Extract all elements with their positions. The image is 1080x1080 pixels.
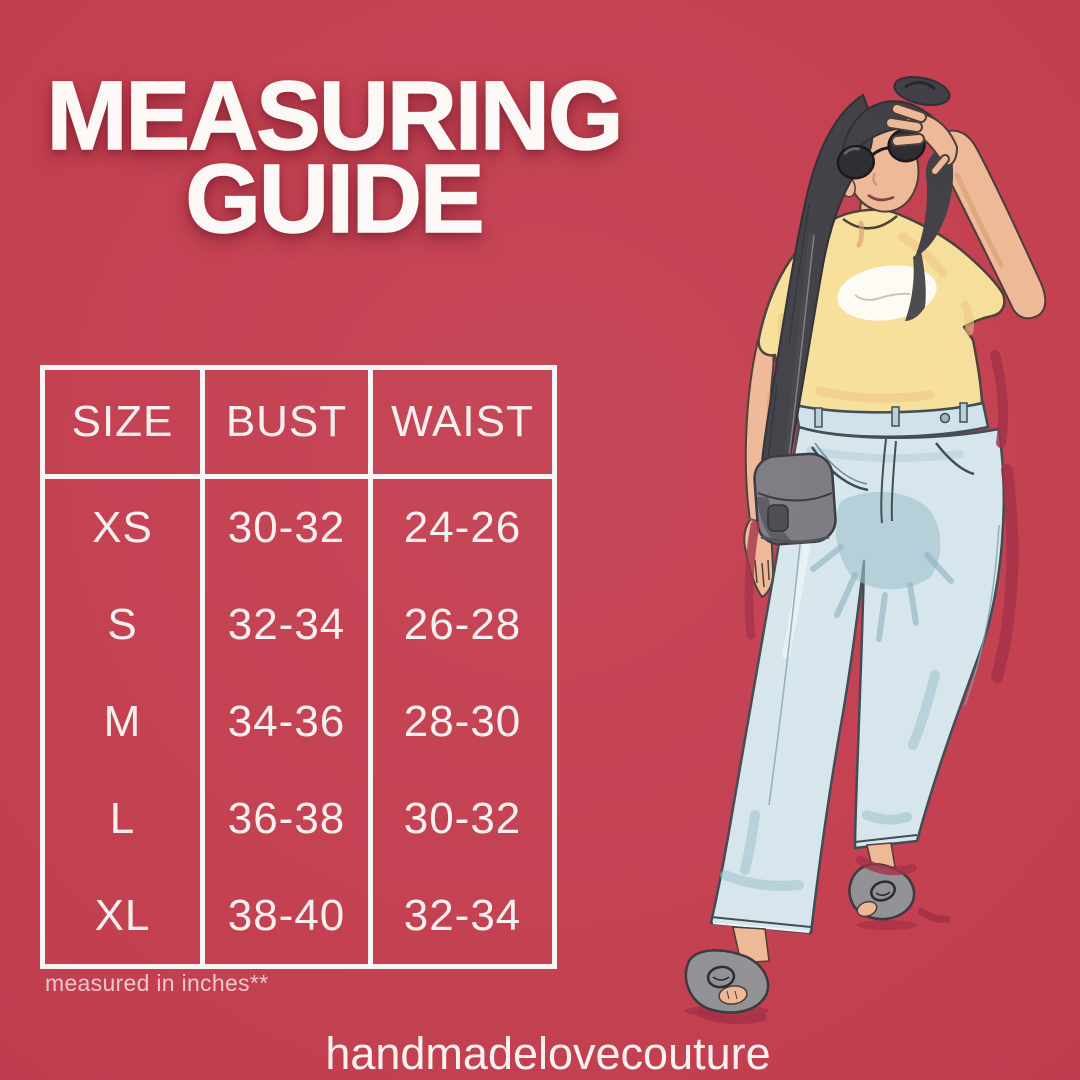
cell-bust: 30-32 xyxy=(200,476,373,576)
col-header-bust: BUST xyxy=(200,367,373,479)
bag-strap xyxy=(784,232,813,458)
smile xyxy=(867,193,895,202)
cell-size: XL xyxy=(40,867,205,967)
table-row-xs: XS 30-32 24-26 xyxy=(40,476,557,576)
table-row-s: S 32-34 26-28 xyxy=(40,576,557,673)
jeans-button xyxy=(939,412,951,424)
cell-bust: 32-34 xyxy=(200,576,373,673)
raised-arm xyxy=(943,129,1047,320)
col-header-waist: WAIST xyxy=(368,367,557,479)
handbag xyxy=(753,232,837,546)
cell-waist: 32-34 xyxy=(368,867,557,967)
cell-waist: 24-26 xyxy=(368,476,557,576)
measurement-footnote: measured in inches** xyxy=(45,970,269,996)
collar xyxy=(842,215,898,230)
nose xyxy=(872,172,878,186)
cell-size: M xyxy=(40,673,205,770)
sketch-shadows xyxy=(697,350,1019,1025)
cell-size: L xyxy=(40,770,205,867)
title-line-1: MEASURING xyxy=(46,61,624,170)
table-row-m: M 34-36 28-30 xyxy=(40,673,557,770)
cell-waist: 30-32 xyxy=(368,770,557,867)
title-line-2: GUIDE xyxy=(185,144,486,254)
bag-clasp xyxy=(767,504,789,532)
brand-text: handmadelovecouture xyxy=(325,1028,771,1079)
table-row-xl: XL 38-40 32-34 xyxy=(40,867,557,967)
jeans xyxy=(709,401,1006,935)
table-row-l: L 36-38 30-32 xyxy=(40,770,557,867)
size-table: SIZE BUST WAIST XS 30-32 24-26 S 32-34 2… xyxy=(40,365,557,969)
cell-bust: 36-38 xyxy=(200,770,373,867)
cell-waist: 26-28 xyxy=(368,576,557,673)
cell-waist: 28-30 xyxy=(368,673,557,770)
shielding-hand xyxy=(885,103,959,176)
cell-bust: 38-40 xyxy=(200,867,373,967)
cell-size: S xyxy=(40,576,205,673)
col-header-size: SIZE xyxy=(40,367,205,479)
cell-size: XS xyxy=(40,476,205,576)
table-header-row: SIZE BUST WAIST xyxy=(40,367,557,479)
woman-illustration xyxy=(684,76,1047,1025)
page-title: MEASURING GUIDE xyxy=(28,61,640,254)
cell-bust: 34-36 xyxy=(200,673,373,770)
